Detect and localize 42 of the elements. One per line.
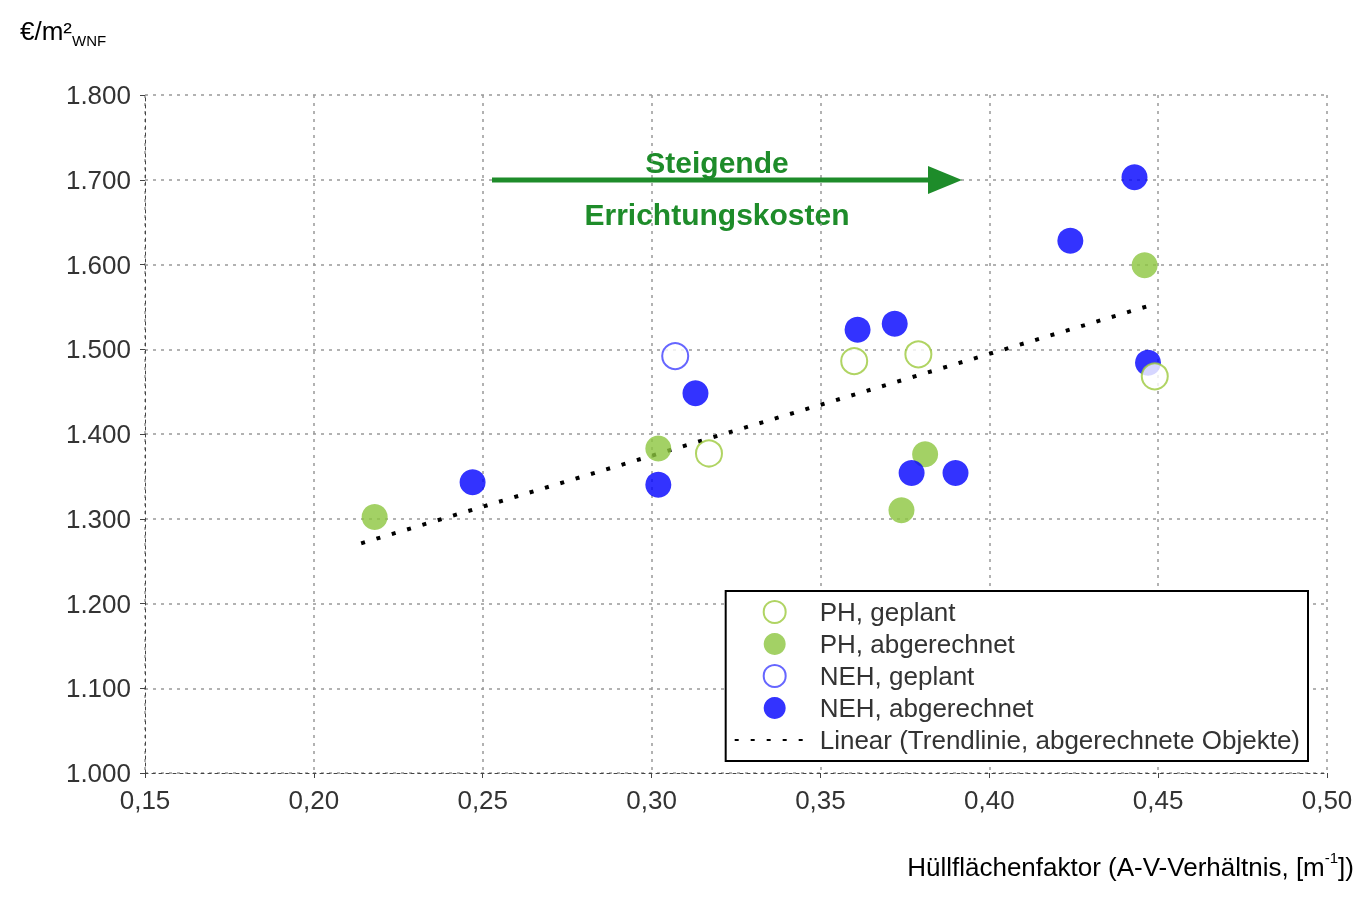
- legend-label: PH, geplant: [819, 597, 957, 627]
- point: [1057, 227, 1084, 254]
- x-tick-label: 0,15: [119, 785, 171, 815]
- x-tick-label: 0,20: [288, 785, 340, 815]
- x-tick-label: 0,45: [1132, 785, 1184, 815]
- point: [898, 459, 925, 486]
- legend-label: NEH, geplant: [819, 661, 976, 691]
- point: [912, 441, 939, 468]
- annotation: Steigende Errichtungskosten: [584, 145, 850, 231]
- point: [844, 316, 871, 343]
- y-tick-label: 1.300: [65, 503, 131, 534]
- point: [888, 497, 915, 524]
- point: [1121, 164, 1148, 191]
- x-tick-label: 0,50: [1301, 785, 1353, 815]
- point: [361, 504, 388, 531]
- y-tick-label: 1.000: [65, 758, 131, 788]
- point: [682, 380, 709, 407]
- point: [1140, 362, 1169, 391]
- legend-label: NEH, abgerechnet: [819, 693, 1035, 723]
- point: [840, 347, 869, 376]
- y-tick-label: 1.100: [65, 673, 131, 704]
- point: [695, 439, 723, 468]
- y-tick-label: 1.600: [65, 249, 131, 280]
- y-tick-label: 1.800: [65, 80, 131, 110]
- point: [1131, 252, 1158, 279]
- point: [459, 469, 486, 496]
- legend-label: PH, abgerechnet: [819, 629, 1016, 659]
- x-tick-label: 0,25: [457, 785, 509, 815]
- legend-label: Linear (Trendlinie, abgerechnete Objekte): [819, 725, 1301, 755]
- point: [881, 310, 908, 337]
- point: [904, 340, 933, 369]
- x-tick-label: 0,35: [795, 785, 846, 815]
- x-tick-label: 0,30: [626, 785, 677, 815]
- y-tick-label: 1.700: [65, 164, 131, 195]
- y-tick-label: 1.500: [65, 334, 131, 365]
- y-tick-label: 1.200: [65, 588, 131, 619]
- y-tick-label: 1.400: [65, 419, 131, 449]
- x-tick-label: 0,40: [963, 785, 1015, 815]
- point: [942, 459, 969, 486]
- point: [645, 435, 672, 462]
- point: [661, 342, 690, 371]
- point: [645, 471, 672, 498]
